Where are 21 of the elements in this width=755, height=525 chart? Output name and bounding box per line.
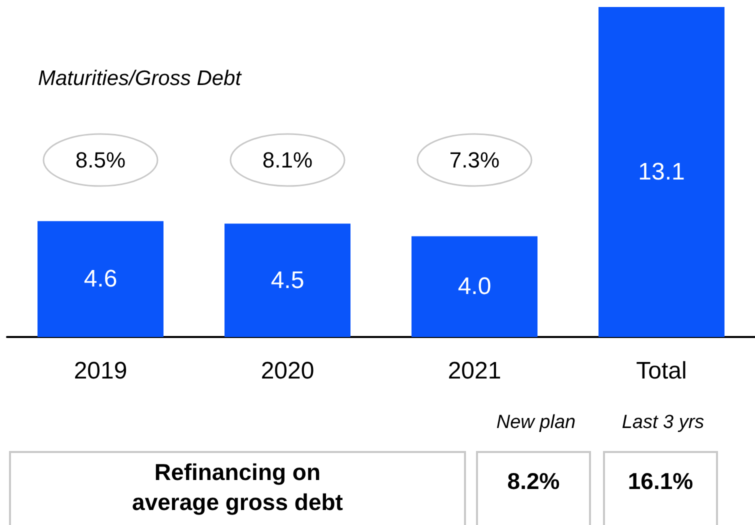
bar (598, 7, 724, 337)
text: Last 3 yrs (620, 412, 706, 434)
bar (224, 224, 350, 337)
text: 16.1% (603, 451, 718, 525)
x-tick-label: Total (636, 358, 687, 384)
annotation: 8.5% (75, 148, 126, 172)
data-label: 4.5 (270, 266, 304, 294)
data-label: 4.0 (458, 273, 492, 300)
x-tick-label: 2020 (260, 358, 314, 384)
annotation: Maturities/Gross Debt (38, 67, 242, 91)
data-label: 13.1 (638, 158, 685, 186)
text: New plan (495, 412, 577, 434)
annotation: 7.3% (449, 148, 500, 172)
bar (412, 236, 538, 337)
x-tick-label: 2019 (74, 358, 128, 384)
text: Refinancing on average gross debt (9, 451, 466, 525)
bar (38, 221, 164, 337)
data-label: 4.6 (84, 266, 118, 293)
x-tick-label: 2021 (448, 358, 502, 384)
annotation: 8.1% (262, 148, 313, 172)
text: 8.2% (476, 451, 591, 525)
